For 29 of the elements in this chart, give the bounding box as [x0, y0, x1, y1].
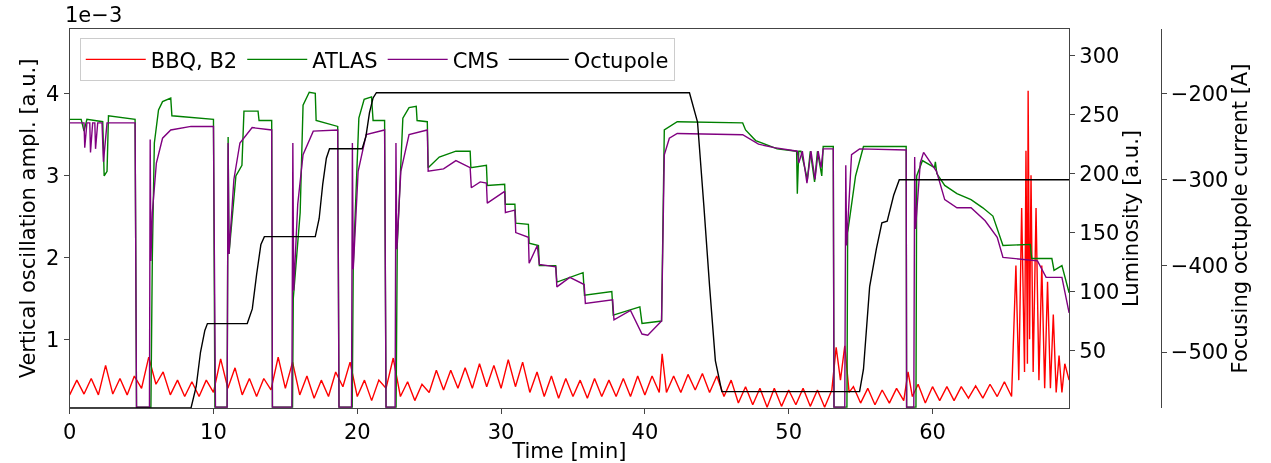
y3-tick-label: −200 — [1170, 81, 1229, 106]
legend-label: Octupole — [573, 48, 669, 73]
x-axis-title: Time [min] — [511, 439, 627, 463]
y2-tick-label: 200 — [1079, 161, 1120, 186]
text: 1e−3 — [65, 3, 123, 27]
x-tick-label: 0 — [62, 420, 77, 445]
legend-label: CMS — [452, 48, 499, 73]
y3-tick-label: −500 — [1170, 340, 1229, 365]
x-tick-label: 20 — [343, 420, 371, 445]
y2-tick-label: 150 — [1079, 220, 1120, 245]
x-tick-label: 50 — [775, 420, 803, 445]
x-tick-label: 10 — [200, 420, 227, 445]
y3-tick-label: −300 — [1170, 168, 1229, 193]
y-tick-label: 2 — [46, 245, 60, 270]
legend-label: ATLAS — [312, 48, 378, 73]
x-tick-label: 40 — [631, 420, 659, 445]
y2-tick-label: 50 — [1079, 338, 1107, 363]
y2-tick-label: 300 — [1079, 44, 1120, 69]
y-tick-label: 4 — [46, 81, 60, 106]
y3-tick-label: −400 — [1170, 254, 1229, 279]
y-tick-label: 1 — [46, 327, 60, 352]
y2-tick-label: 100 — [1079, 279, 1120, 304]
y3-axis-title: Focusing octupole current [A] — [1228, 63, 1253, 374]
y-tick-label: 3 — [46, 163, 60, 188]
y2-axis-title: Luminosity [a.u.] — [1119, 129, 1144, 308]
x-tick-label: 60 — [919, 420, 946, 445]
legend-label: BBQ, B2 — [150, 48, 238, 73]
y2-tick-label: 250 — [1079, 102, 1120, 127]
y-axis-title: Vertical oscillation ampl. [a.u.] — [16, 58, 41, 379]
